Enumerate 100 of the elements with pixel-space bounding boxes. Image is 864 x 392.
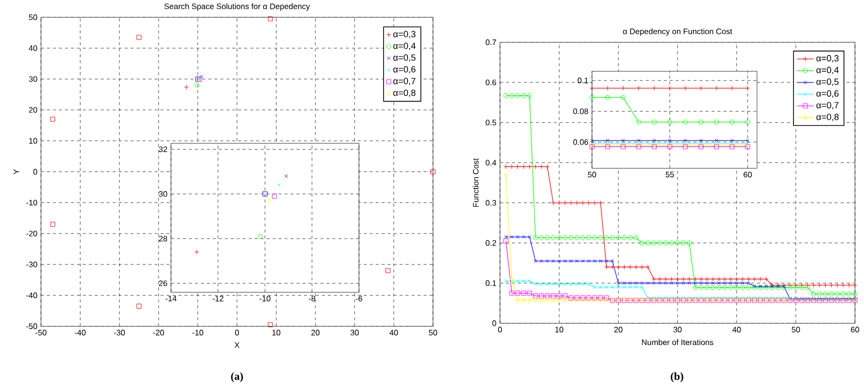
point bbox=[606, 138, 610, 142]
point bbox=[510, 235, 514, 239]
point bbox=[592, 235, 598, 240]
point bbox=[551, 282, 556, 286]
point bbox=[569, 282, 573, 286]
point bbox=[640, 281, 644, 285]
point bbox=[616, 235, 621, 240]
point bbox=[730, 138, 734, 142]
point bbox=[714, 119, 719, 124]
point bbox=[693, 281, 698, 285]
point bbox=[714, 138, 718, 142]
point bbox=[740, 284, 746, 290]
point bbox=[515, 93, 520, 98]
legend-label: α=0,5 bbox=[393, 54, 416, 62]
point bbox=[562, 235, 568, 240]
point bbox=[544, 235, 550, 240]
point bbox=[581, 259, 585, 263]
point bbox=[258, 234, 263, 239]
point bbox=[616, 281, 620, 285]
point bbox=[540, 259, 544, 263]
point bbox=[575, 282, 579, 286]
point bbox=[262, 191, 268, 196]
point bbox=[682, 119, 688, 124]
point bbox=[746, 281, 750, 285]
point bbox=[846, 291, 852, 296]
legend-label: α=0,7 bbox=[816, 102, 839, 110]
point bbox=[194, 82, 200, 88]
point bbox=[284, 174, 288, 178]
point bbox=[640, 240, 644, 246]
point bbox=[652, 119, 657, 124]
point bbox=[636, 119, 642, 124]
point bbox=[544, 293, 550, 298]
point bbox=[551, 297, 556, 302]
point bbox=[430, 169, 436, 174]
point bbox=[50, 222, 56, 227]
point bbox=[509, 93, 514, 98]
point bbox=[828, 291, 834, 296]
point bbox=[592, 259, 596, 263]
point bbox=[663, 240, 668, 246]
point bbox=[610, 285, 614, 289]
point bbox=[268, 322, 273, 328]
point bbox=[667, 119, 672, 124]
point bbox=[268, 198, 272, 203]
point bbox=[604, 285, 608, 289]
point bbox=[811, 291, 816, 296]
point bbox=[598, 285, 602, 289]
point bbox=[740, 281, 744, 285]
point bbox=[556, 235, 562, 240]
point bbox=[640, 285, 644, 289]
point bbox=[527, 93, 532, 98]
point bbox=[676, 281, 680, 285]
point bbox=[510, 276, 514, 282]
text: (b) bbox=[670, 372, 684, 382]
point bbox=[574, 235, 580, 240]
point bbox=[675, 240, 680, 246]
legend-label: α=0,4 bbox=[816, 66, 839, 74]
point bbox=[528, 297, 532, 302]
point bbox=[658, 281, 662, 285]
point bbox=[509, 290, 514, 296]
point bbox=[277, 183, 281, 187]
point bbox=[556, 293, 562, 298]
point bbox=[534, 297, 538, 302]
point bbox=[620, 94, 626, 100]
point bbox=[805, 284, 810, 290]
point bbox=[581, 282, 585, 286]
point bbox=[557, 259, 561, 263]
point bbox=[534, 282, 538, 286]
point bbox=[528, 235, 532, 239]
point bbox=[586, 235, 592, 240]
point bbox=[622, 235, 627, 240]
point bbox=[622, 281, 626, 285]
point bbox=[557, 297, 562, 302]
point bbox=[136, 34, 142, 40]
point bbox=[533, 293, 538, 298]
point bbox=[551, 259, 556, 263]
point bbox=[646, 281, 650, 285]
legend-label: α=0,8 bbox=[393, 89, 416, 97]
point bbox=[563, 282, 567, 286]
point bbox=[645, 240, 650, 246]
point bbox=[628, 281, 632, 285]
point bbox=[516, 297, 520, 302]
point bbox=[563, 259, 567, 263]
point bbox=[557, 282, 561, 286]
point bbox=[699, 138, 703, 142]
point bbox=[515, 290, 520, 296]
point bbox=[793, 284, 798, 290]
point bbox=[527, 290, 532, 296]
point bbox=[628, 235, 633, 240]
legend-label: α=0,6 bbox=[816, 90, 839, 98]
point bbox=[538, 293, 544, 298]
point bbox=[522, 279, 526, 283]
point bbox=[598, 235, 604, 240]
point bbox=[722, 284, 728, 290]
point bbox=[680, 240, 686, 246]
point bbox=[563, 297, 567, 302]
point bbox=[550, 235, 556, 240]
point bbox=[730, 119, 735, 124]
point bbox=[610, 259, 614, 263]
point bbox=[692, 284, 698, 290]
point bbox=[728, 281, 733, 285]
